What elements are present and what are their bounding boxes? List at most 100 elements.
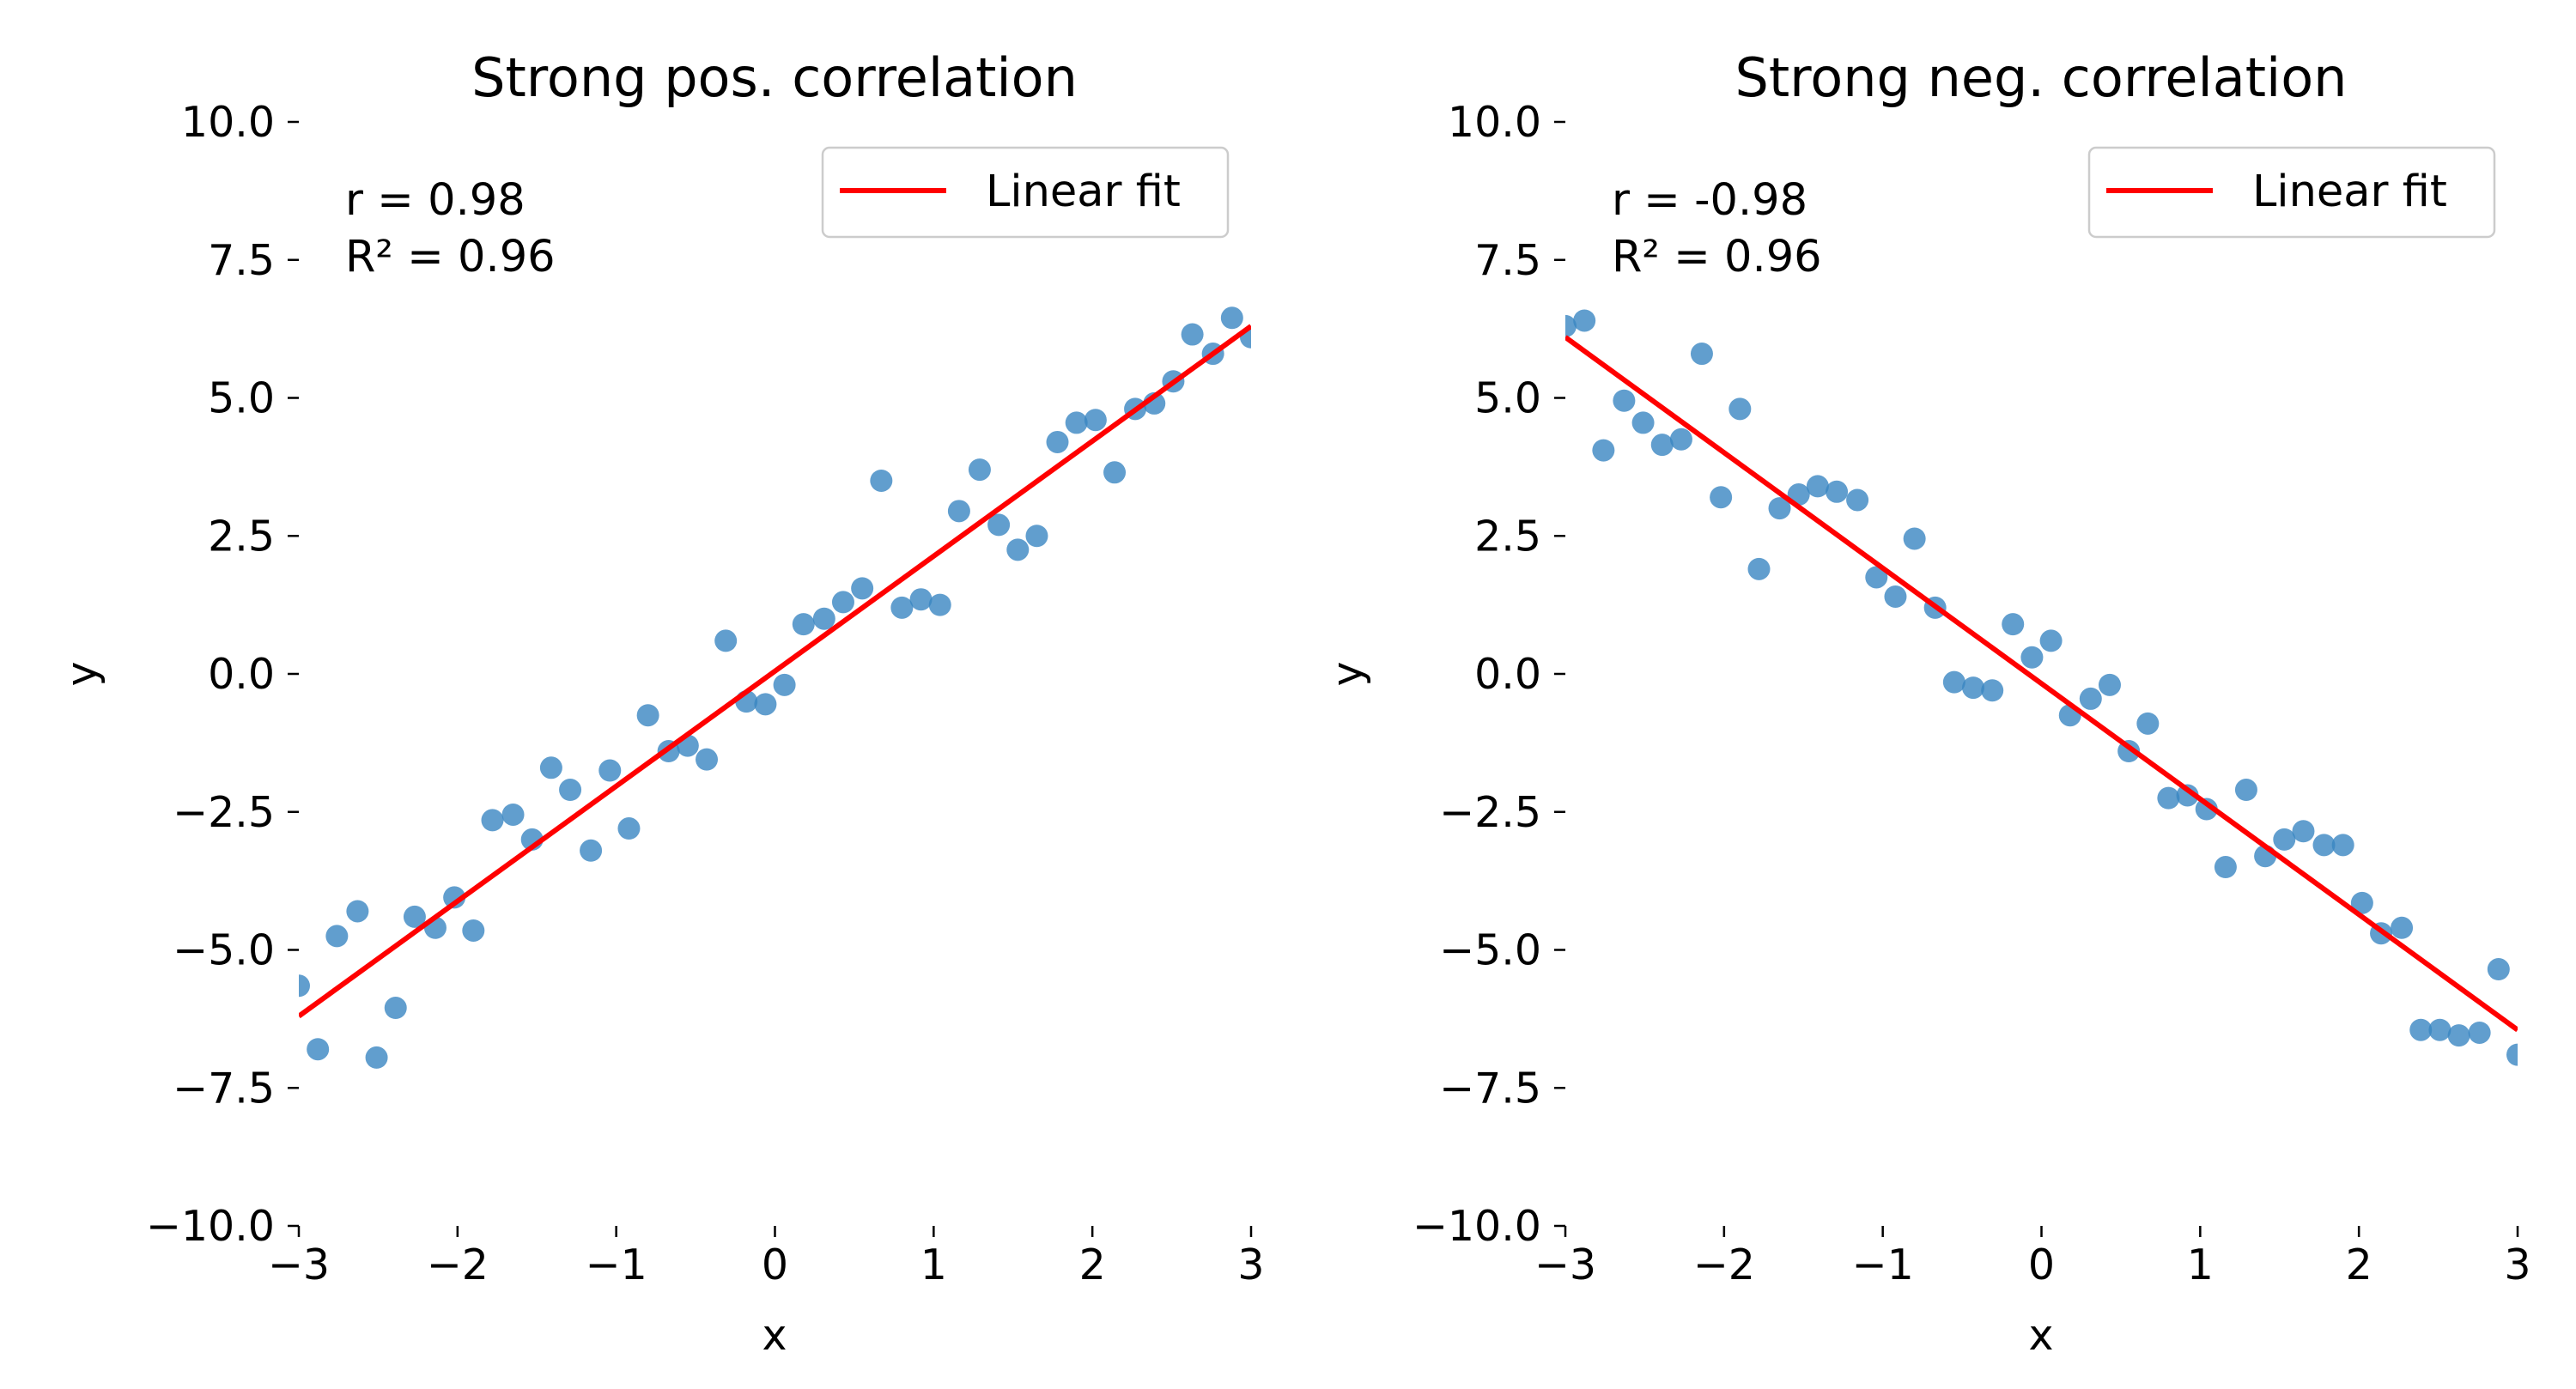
scatter-point [2136, 712, 2160, 735]
y-tick-label: 5.0 [1474, 374, 1541, 423]
x-axis-ticks: −3 −2 −1 0 1 2 3 [268, 1226, 1265, 1289]
scatter-point [598, 759, 622, 782]
y-tick-label: −2.5 [1439, 788, 1541, 837]
scatter-point [1103, 461, 1127, 484]
scatter-point [1884, 585, 1907, 608]
scatter-point [2176, 784, 2199, 807]
scatter-point [299, 974, 310, 998]
scatter-point [987, 513, 1011, 537]
subplot-positive: Strong pos. correlation 10.0 7.5 5.0 2.5 0.0… [58, 46, 1265, 1360]
scatter-point [947, 500, 970, 523]
scatter-point [580, 839, 603, 862]
legend-frame [2087, 146, 2496, 239]
legend: Linear fit [821, 146, 1230, 239]
x-axis-label: x [2029, 1311, 2054, 1360]
x-axis-ticks: −3 −2 −1 0 1 2 3 [1534, 1226, 2531, 1289]
scatter-point [1826, 480, 1849, 503]
scatter-point [1650, 434, 1674, 457]
legend: Linear fit [2087, 146, 2496, 239]
scatter-point [1942, 670, 1965, 694]
scatter-point [909, 588, 933, 611]
x-tick-label: −3 [268, 1240, 330, 1289]
scatter-point [2409, 1018, 2433, 1041]
legend-label: Linear fit [986, 167, 1181, 217]
scatter-point [307, 1038, 330, 1061]
scatter-point [2079, 687, 2102, 710]
y-tick-label: −7.5 [1439, 1064, 1541, 1113]
scatter-point [2331, 834, 2354, 857]
x-tick-label: 1 [2187, 1240, 2214, 1289]
y-tick-label: 2.5 [208, 512, 275, 561]
y-tick-label: −10.0 [1413, 1202, 1541, 1251]
scatter-point [2234, 779, 2257, 802]
scatter-point [1084, 409, 1107, 432]
scatter-point [2487, 958, 2510, 981]
scatter-point [2098, 673, 2121, 696]
scatter-point [2468, 1021, 2491, 1044]
fit-line [299, 324, 1251, 1019]
scatter-point [1768, 497, 1791, 520]
x-tick-label: −1 [1852, 1240, 1914, 1289]
x-tick-label: −1 [586, 1240, 647, 1289]
scatter-point [1690, 343, 1713, 366]
scatter-point [1181, 323, 1204, 346]
scatter-point [2506, 1043, 2518, 1066]
scatter-point [792, 613, 815, 636]
correlation-annotation: r = -0.98 [1612, 175, 1807, 226]
x-tick-label: 2 [1079, 1240, 1106, 1289]
scatter-point [462, 919, 485, 942]
scatter-point [539, 756, 562, 779]
scatter-point [2002, 613, 2025, 636]
scatter-point [2273, 828, 2296, 851]
x-tick-label: −2 [427, 1240, 489, 1289]
scatter-point [365, 1046, 388, 1069]
y-tick-label: −2.5 [173, 788, 275, 837]
y-tick-label: 7.5 [208, 236, 275, 285]
scatter-point [1220, 306, 1243, 330]
x-axis-label: x [762, 1311, 787, 1360]
correlation-annotation: r = 0.98 [345, 175, 526, 226]
scatter-point [1613, 389, 1636, 412]
chart-title: Strong pos. correlation [471, 46, 1078, 109]
scatter-point [1981, 679, 2004, 702]
scatter-point [2292, 820, 2315, 843]
scatter-point [2447, 1024, 2470, 1047]
scatter-point [870, 469, 893, 492]
subplot-negative: Strong neg. correlation 10.0 7.5 5.0 2.5 0.0… [1323, 46, 2531, 1360]
scatter-point [2195, 798, 2218, 821]
x-tick-label: −3 [1534, 1240, 1596, 1289]
y-tick-label: 0.0 [1474, 650, 1541, 699]
scatter-point [1846, 488, 1869, 512]
scatter-point [636, 704, 659, 727]
scatter-point [559, 779, 582, 802]
fit-line-group [299, 324, 1251, 1019]
scatter-point [968, 458, 991, 482]
scatter-point [2350, 891, 2373, 914]
scatter-point [1747, 557, 1771, 580]
y-tick-label: −10.0 [146, 1202, 275, 1251]
scatter-point [1865, 566, 1888, 589]
scatter-point [831, 591, 854, 614]
scatter-point [443, 886, 466, 909]
y-tick-label: 10.0 [181, 98, 275, 147]
scatter-point [1046, 430, 1069, 453]
scatter-point [1806, 475, 1829, 498]
scatter-point [1573, 309, 1596, 332]
scatter-point [890, 596, 914, 619]
scatter-point [1710, 486, 1733, 509]
scatter-point [2157, 786, 2180, 810]
scatter-point [1025, 525, 1048, 548]
scatter-point [617, 817, 641, 840]
y-tick-label: −5.0 [1439, 926, 1541, 975]
y-tick-label: 10.0 [1448, 98, 1541, 147]
y-tick-label: 5.0 [208, 374, 275, 423]
y-tick-label: 2.5 [1474, 512, 1541, 561]
scatter-point [812, 607, 835, 630]
scatter-point [2020, 646, 2044, 669]
chart-title: Strong neg. correlation [1735, 46, 2348, 109]
scatter-point [481, 809, 504, 832]
scatter-point [1006, 538, 1030, 561]
scatter-point [501, 803, 525, 826]
scatter-point [2039, 629, 2063, 652]
